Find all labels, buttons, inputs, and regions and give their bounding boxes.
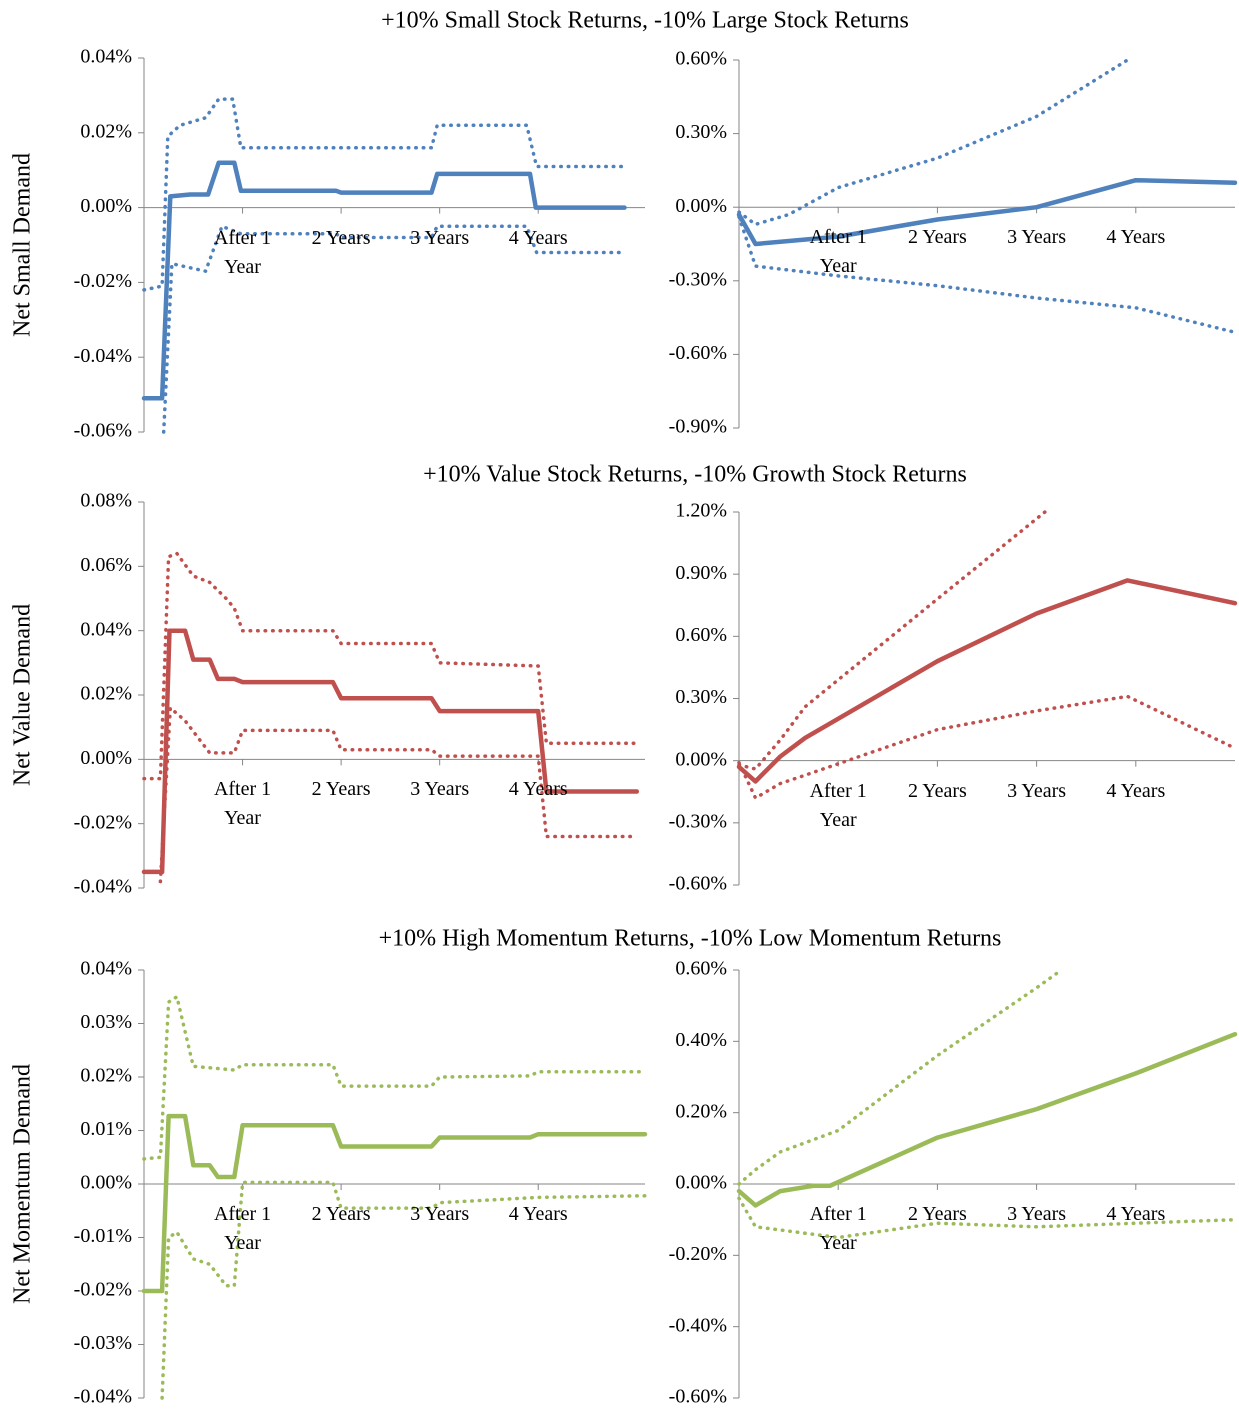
x-tick-label: After 1 Year xyxy=(213,226,272,278)
x-tick-label: 2 Years xyxy=(907,779,967,802)
y-tick-label: 0.03% xyxy=(80,1011,132,1033)
y-tick-label: 0.02% xyxy=(80,683,132,705)
x-tick-label: 4 Years xyxy=(1106,779,1166,802)
y-tick-label: 0.60% xyxy=(675,624,727,646)
band-line xyxy=(158,706,639,884)
y-axis-label: Net Small Demand xyxy=(10,153,36,337)
band-line xyxy=(737,694,1237,800)
y-tick-label: 0.04% xyxy=(80,618,132,640)
x-tick-label: After 1 Year xyxy=(213,778,272,830)
x-tick-label: After 1 Year xyxy=(213,1203,272,1254)
series-line xyxy=(736,1031,1238,1208)
y-tick-label: -0.30% xyxy=(669,268,727,290)
y-tick-label: 0.01% xyxy=(80,1118,132,1140)
band-line xyxy=(737,58,1130,227)
chart-title: +10% Value Stock Returns, -10% Growth St… xyxy=(423,462,967,488)
x-tick-label: 2 Years xyxy=(311,226,371,249)
series-line xyxy=(736,177,1238,247)
y-tick-label: -0.02% xyxy=(74,1279,132,1301)
x-tick-label: 3 Years xyxy=(1007,1203,1067,1225)
y-tick-label: 0.04% xyxy=(80,46,132,68)
y-tick-label: 0.00% xyxy=(675,748,727,770)
series-line xyxy=(141,1113,648,1294)
y-tick-label: 0.40% xyxy=(675,1029,727,1051)
y-tick-label: 0.60% xyxy=(675,958,727,980)
y-tick-label: -0.02% xyxy=(74,811,132,833)
band-line xyxy=(737,510,1047,771)
y-tick-label: -0.04% xyxy=(74,876,132,898)
band-line xyxy=(160,1180,647,1400)
band-line xyxy=(737,968,1064,1186)
y-tick-label: -0.02% xyxy=(74,270,132,292)
x-tick-label: 2 Years xyxy=(311,1203,371,1225)
y-tick-label: 0.00% xyxy=(675,195,727,217)
y-tick-label: 0.00% xyxy=(80,1172,132,1194)
y-tick-label: -0.60% xyxy=(669,873,727,895)
y-tick-label: 0.02% xyxy=(80,1065,132,1087)
y-tick-label: -0.04% xyxy=(74,1386,132,1408)
band-line xyxy=(737,1196,1237,1240)
band-line xyxy=(737,215,1237,335)
y-tick-label: -0.60% xyxy=(669,342,727,364)
x-tick-label: 3 Years xyxy=(410,1203,470,1225)
x-tick-label: 2 Years xyxy=(311,778,371,801)
y-tick-label: -0.03% xyxy=(74,1332,132,1354)
x-tick-label: 3 Years xyxy=(1007,779,1067,802)
x-tick-label: 4 Years xyxy=(1106,226,1166,249)
x-tick-label: After 1 Year xyxy=(809,779,867,831)
y-tick-label: -0.20% xyxy=(669,1243,727,1265)
y-tick-label: -0.30% xyxy=(669,810,727,832)
y-tick-label: 0.30% xyxy=(675,686,727,708)
series-line xyxy=(141,160,627,401)
x-tick-label: 4 Years xyxy=(1106,1203,1166,1225)
y-tick-label: 0.06% xyxy=(80,554,132,576)
y-tick-label: 0.60% xyxy=(675,48,727,70)
series-line xyxy=(736,578,1238,784)
y-tick-label: 0.30% xyxy=(675,121,727,143)
y-tick-label: 0.00% xyxy=(80,747,132,769)
y-tick-label: -0.04% xyxy=(74,345,132,367)
y-tick-label: 0.04% xyxy=(80,958,132,980)
y-tick-label: 0.02% xyxy=(80,120,132,142)
x-tick-label: 4 Years xyxy=(508,1203,568,1225)
x-tick-label: 3 Years xyxy=(410,778,470,801)
band-line xyxy=(142,551,639,781)
y-tick-label: 1.20% xyxy=(675,500,727,522)
series-line xyxy=(141,628,640,875)
y-axis-label: Net Value Demand xyxy=(10,604,36,786)
y-tick-label: -0.01% xyxy=(74,1225,132,1247)
y-tick-label: 0.20% xyxy=(675,1100,727,1122)
y-tick-label: -0.06% xyxy=(74,420,132,442)
x-tick-label: 2 Years xyxy=(907,1203,967,1225)
x-tick-label: 3 Years xyxy=(410,226,470,249)
chart-title: +10% High Momentum Returns, -10% Low Mom… xyxy=(379,926,1002,952)
x-tick-label: 2 Years xyxy=(907,226,967,249)
y-tick-label: 0.90% xyxy=(675,562,727,584)
x-tick-label: After 1 Year xyxy=(809,226,867,278)
y-tick-label: -0.40% xyxy=(669,1314,727,1336)
y-tick-label: 0.08% xyxy=(80,490,132,512)
y-tick-label: 0.00% xyxy=(675,1172,727,1194)
band-line xyxy=(142,97,627,292)
band-line xyxy=(142,995,647,1161)
y-tick-label: -0.90% xyxy=(669,416,727,438)
y-tick-label: 0.00% xyxy=(80,195,132,217)
x-tick-label: 4 Years xyxy=(508,778,568,801)
band-line xyxy=(161,224,627,434)
x-tick-label: 3 Years xyxy=(1007,226,1067,249)
y-tick-label: -0.60% xyxy=(669,1386,727,1408)
chart-title: +10% Small Stock Returns, -10% Large Sto… xyxy=(381,8,909,34)
y-axis-label: Net Momentum Demand xyxy=(10,1064,36,1304)
x-tick-label: After 1 Year xyxy=(809,1203,867,1254)
x-tick-label: 4 Years xyxy=(508,226,568,249)
